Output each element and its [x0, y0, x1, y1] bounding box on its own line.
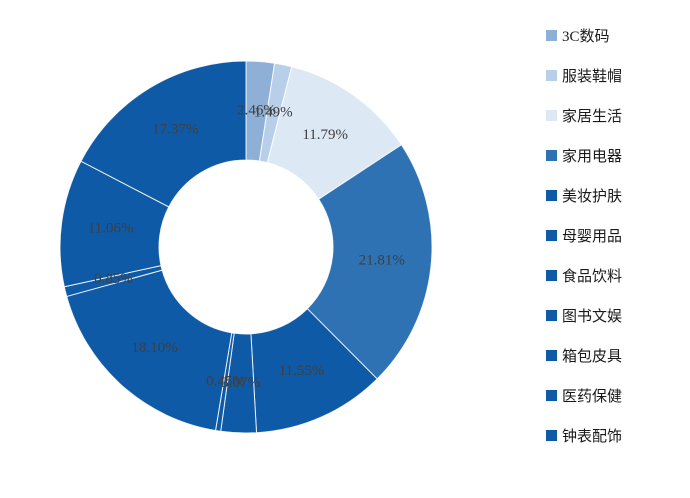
- legend-item-8[interactable]: 图书文娱: [546, 304, 622, 326]
- legend-item-7[interactable]: 食品饮料: [546, 264, 622, 286]
- legend-swatch-icon: [546, 189, 557, 201]
- data-label-7: 0.45%: [206, 373, 245, 389]
- legend-item-3[interactable]: 家居生活: [546, 104, 622, 126]
- legend-label: 服装鞋帽: [562, 68, 623, 85]
- pie-slice-11[interactable]: [80, 60, 247, 208]
- legend-item-11[interactable]: 钟表配饰: [546, 424, 622, 446]
- legend-item-10[interactable]: 医药保健: [546, 384, 622, 406]
- legend-swatch-icon: [546, 389, 557, 401]
- legend-swatch-icon: [546, 69, 557, 81]
- legend-label: 图书文娱: [562, 308, 623, 325]
- legend-item-6[interactable]: 母婴用品: [546, 224, 622, 246]
- legend-label: 3C数码: [562, 28, 610, 45]
- legend-swatch-icon: [546, 269, 557, 281]
- legend-swatch-icon: [546, 309, 557, 321]
- data-label-6: 3.07%: [221, 375, 260, 391]
- legend-item-2[interactable]: 服装鞋帽: [546, 64, 622, 86]
- legend-label: 家用电器: [562, 148, 623, 165]
- data-label-5: 11.55%: [279, 363, 325, 379]
- legend-label: 母婴用品: [562, 228, 623, 245]
- data-label-8: 18.10%: [131, 340, 177, 356]
- data-label-11: 17.37%: [152, 122, 198, 138]
- legend-label: 医药保健: [562, 388, 623, 405]
- legend-swatch-icon: [546, 149, 557, 161]
- data-label-4: 21.81%: [359, 253, 405, 269]
- legend-swatch-icon: [546, 109, 557, 121]
- legend-label: 钟表配饰: [562, 428, 623, 445]
- legend-label: 箱包皮具: [562, 348, 623, 365]
- legend-item-1[interactable]: 3C数码: [546, 24, 622, 46]
- legend-swatch-icon: [546, 429, 557, 441]
- legend-label: 食品饮料: [562, 268, 623, 285]
- data-label-2: 1.49%: [254, 105, 293, 121]
- data-label-1: 2.46%: [237, 102, 276, 118]
- chart-legend: 3C数码服装鞋帽家居生活家用电器美妆护肤母婴用品食品饮料图书文娱箱包皮具医药保健…: [546, 24, 622, 464]
- legend-item-5[interactable]: 美妆护肤: [546, 184, 622, 206]
- legend-swatch-icon: [546, 29, 557, 41]
- pie-slice-8[interactable]: [66, 269, 233, 432]
- data-label-10: 11.06%: [88, 220, 134, 236]
- pie-slice-4[interactable]: [306, 144, 433, 380]
- legend-label: 家居生活: [562, 108, 623, 125]
- legend-item-9[interactable]: 箱包皮具: [546, 344, 622, 366]
- legend-item-4[interactable]: 家用电器: [546, 144, 622, 166]
- data-label-9: 0.85%: [94, 271, 133, 287]
- data-label-3: 11.79%: [302, 127, 348, 143]
- legend-swatch-icon: [546, 229, 557, 241]
- legend-label: 美妆护肤: [562, 188, 623, 205]
- legend-swatch-icon: [546, 349, 557, 361]
- donut-chart-canvas: 2.46%1.49% 11.79% 21.81% 11.55% 3.07%0.45% 18…: [59, 60, 433, 434]
